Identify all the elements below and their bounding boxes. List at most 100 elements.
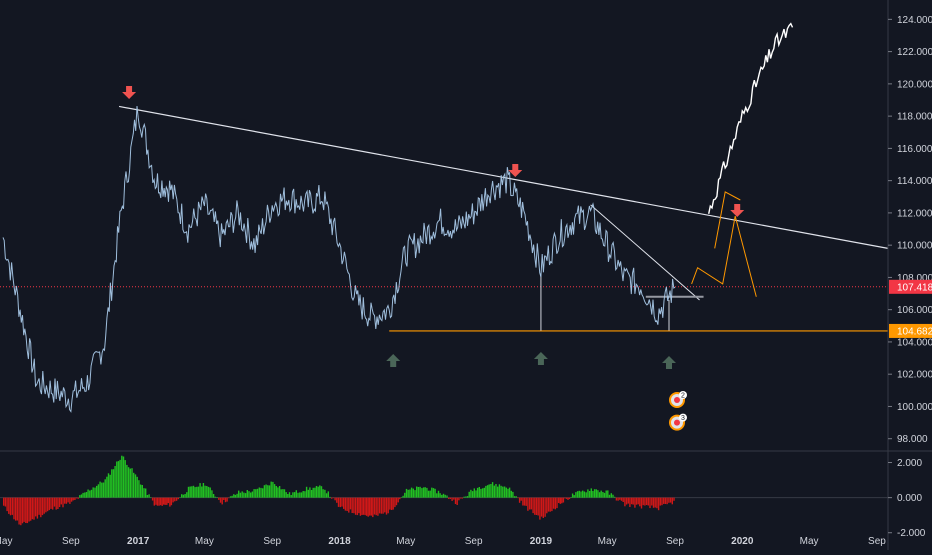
oscillator-bar: [453, 497, 455, 500]
oscillator-bar: [270, 481, 272, 498]
oscillator-bar: [320, 486, 323, 498]
oscillator-bar: [300, 492, 303, 498]
trendline-short[interactable]: [590, 204, 700, 301]
oscillator-bar: [141, 485, 143, 498]
event-count-label: 2: [681, 393, 685, 400]
oscillator-bar: [9, 497, 12, 516]
oscillator-bar: [97, 484, 100, 498]
oscillator-bar: [268, 485, 271, 498]
oscillator-bar: [583, 491, 586, 498]
oscillator-bar: [666, 497, 668, 505]
price-panel[interactable]: 32: [0, 22, 889, 431]
event-dot-icon: [674, 397, 680, 403]
oscillator-bar: [21, 497, 24, 524]
oscillator-bar: [671, 497, 673, 505]
price-axis-label: 100.000: [897, 402, 932, 413]
oscillator-bar: [77, 497, 79, 499]
time-axis-label: May: [598, 536, 617, 547]
oscillator-bar: [518, 497, 521, 503]
oscillator-bar: [229, 496, 232, 498]
oscillator-bar: [156, 497, 159, 506]
event-icon[interactable]: 2: [669, 391, 687, 408]
oscillator-bar: [456, 497, 458, 505]
oscillator-bar: [664, 497, 667, 504]
oscillator-bar: [461, 497, 463, 499]
oscillator-bar: [539, 497, 541, 520]
oscillator-bar: [161, 497, 163, 506]
oscillator-bar: [218, 497, 220, 500]
oscillator-bar: [122, 456, 125, 498]
oscillator-bar: [573, 495, 575, 498]
down-arrow-icon: [122, 86, 137, 99]
oscillator-bar: [251, 491, 254, 498]
event-count-label: 3: [681, 415, 685, 422]
oscillator-bar: [578, 490, 580, 498]
event-icon[interactable]: 3: [669, 413, 687, 431]
oscillator-bar: [385, 497, 388, 515]
oscillator-bar: [305, 486, 308, 498]
oscillator-bar: [629, 497, 631, 507]
oscillator-bar: [255, 489, 257, 498]
oscillator-bar: [434, 488, 436, 498]
oscillator-bar: [478, 487, 480, 498]
oscillator-bar: [370, 497, 372, 516]
oscillator-bar: [341, 497, 343, 507]
oscillator-bar: [275, 486, 277, 498]
oscillator-bar: [387, 497, 389, 514]
oscillator-bar: [598, 492, 601, 498]
oscillator-bar: [592, 491, 594, 498]
oscillator-bar: [507, 488, 509, 498]
oscillator-bar: [399, 497, 401, 500]
oscillator-bar: [551, 497, 553, 512]
price-axis-label: 102.000: [897, 370, 932, 381]
oscillator-bar: [404, 492, 406, 498]
oscillator-bar: [310, 490, 313, 498]
oscillator-bar: [84, 492, 86, 498]
oscillator-bar: [369, 497, 371, 516]
oscillator-bar: [283, 489, 286, 498]
oscillator-bar: [187, 486, 190, 498]
oscillator-bar: [412, 488, 414, 498]
price-series-line[interactable]: [2, 105, 676, 413]
time-axis-label: 2020: [731, 536, 754, 547]
projection-series-line[interactable]: [708, 22, 794, 214]
oscillator-bar: [133, 472, 135, 498]
oscillator-bar: [395, 497, 398, 506]
oscillator-bar: [55, 497, 57, 510]
oscillator-bar: [207, 486, 210, 498]
price-axis-label: 98.000: [897, 434, 928, 445]
oscillator-bar: [520, 497, 522, 501]
oscillator-bar: [649, 497, 651, 509]
oscillator-bar: [466, 496, 469, 498]
oscillator-panel[interactable]: [0, 455, 888, 526]
oscillator-bar: [13, 497, 15, 520]
oscillator-bar: [20, 497, 22, 526]
oscillator-bar: [211, 490, 213, 498]
oscillator-bar: [495, 484, 497, 498]
oscillator-bar: [126, 464, 128, 498]
oscillator-bar: [617, 497, 619, 501]
oscillator-bar: [87, 489, 89, 498]
time-axis-label: May: [0, 536, 12, 547]
oscillator-bar: [602, 492, 604, 498]
oscillator-bar: [96, 485, 98, 498]
oscillator-bar: [177, 497, 179, 500]
oscillator-bar: [603, 492, 606, 498]
oscillator-bar: [302, 491, 304, 498]
oscillator-bar: [409, 489, 411, 498]
oscillator-bar: [339, 497, 341, 508]
oscillator-bar: [605, 490, 607, 498]
oscillator-bar: [458, 497, 460, 501]
oscillator-bar: [505, 487, 507, 498]
oscillator-bar: [166, 497, 168, 505]
oscillator-bar: [31, 497, 34, 520]
oscillator-bar: [117, 461, 120, 498]
oscillator-bar: [196, 486, 198, 498]
oscillator-bar: [465, 496, 467, 498]
oscillator-bar: [449, 497, 452, 499]
oscillator-bar: [397, 497, 399, 503]
oscillator-bar: [614, 496, 616, 498]
oscillator-bar: [359, 497, 362, 516]
oscillator-bar: [419, 486, 421, 498]
